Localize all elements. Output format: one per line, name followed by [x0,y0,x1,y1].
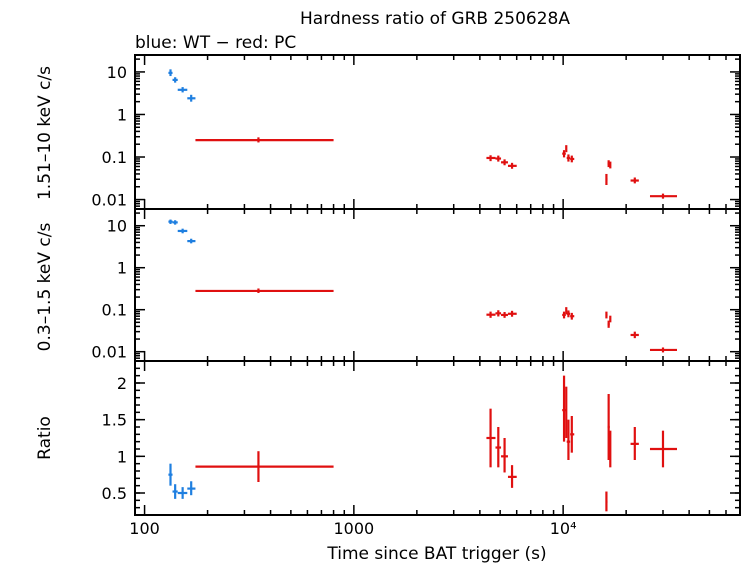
y-tick-label-ratio: 0.5 [102,484,127,503]
y-tick-label-hard: 1 [117,105,127,124]
wt-point-soft [172,220,178,225]
panel-frame-ratio [134,360,741,516]
pc-point-ratio [495,427,502,468]
y-tick-label-ratio: 2 [117,374,127,393]
pc-point-ratio [605,491,608,512]
pc-point-soft [649,347,678,353]
chart-title: Hardness ratio of GRB 250628A [300,9,570,29]
pc-point-hard [195,137,334,143]
pc-point-hard [630,177,639,184]
wt-point-soft [177,228,188,234]
y-tick-label-soft: 0.01 [91,343,127,362]
y-label-soft-group: 0.3–1.5 keV c/s [35,223,55,352]
pc-point-ratio [566,419,571,460]
pc-point-soft [507,310,517,317]
pc-point-ratio [630,427,639,460]
pc-point-soft [562,311,566,319]
wt-point-soft [168,219,173,224]
x-tick-label: 100 [129,519,160,538]
x-tick-label: 10⁴ [550,519,577,538]
y-label-hard-group: 1.51–10 keV c/s [35,66,55,200]
chart-subtitle: blue: WT − red: PC [135,33,296,53]
pc-point-hard [566,154,571,162]
panel-frame-soft [134,208,741,362]
pc-point-soft [486,311,496,318]
wt-point-hard [172,77,178,83]
x-axis-label: Time since BAT trigger (s) [326,544,546,564]
panel-hard-band: 10 1 0.1 0.01 [91,54,741,210]
pc-point-hard [605,173,608,185]
y-tick-label-ratio: 1.5 [102,411,127,430]
pc-point-soft [570,312,575,320]
wt-point-hard [168,69,173,77]
y-tick-label-hard: 10 [107,63,127,82]
pc-point-soft [565,307,568,315]
wt-point-ratio [172,484,178,499]
x-tick-label: 1000 [333,519,374,538]
y-tick-label-hard: 0.01 [91,191,127,210]
pc-point-ratio [570,416,575,453]
wt-point-hard [177,87,188,93]
wt-point-ratio [187,481,196,496]
y-tick-label-hard: 0.1 [102,148,127,167]
y-tick-label-soft: 1 [117,259,127,278]
pc-point-ratio [195,451,334,482]
pc-point-ratio [501,438,508,473]
pc-point-soft [566,310,571,318]
wt-point-ratio [168,463,173,486]
pc-point-ratio [486,408,496,468]
pc-point-hard [562,150,566,158]
panel-frame-hard [134,54,741,210]
y-axis-label-soft: 0.3–1.5 keV c/s [35,223,55,352]
y-tick-label-soft: 0.1 [102,301,127,320]
pc-point-soft [501,312,508,318]
y-axis-label-ratio: Ratio [35,416,55,460]
y-axis-label-hard: 1.51–10 keV c/s [35,66,55,200]
pc-point-soft [630,331,639,339]
wt-point-ratio [177,487,188,499]
pc-point-hard [565,145,568,153]
panel-soft-band: 10 1 0.1 0.01 [91,208,741,362]
pc-point-hard [570,155,575,163]
pc-point-ratio [609,430,612,468]
wt-point-soft [187,238,196,244]
wt-point-hard [187,94,196,102]
pc-point-ratio [507,465,517,488]
pc-point-soft [609,315,612,323]
pc-point-ratio [649,430,678,468]
pc-point-hard [486,155,496,162]
y-tick-label-soft: 10 [107,217,127,236]
pc-point-hard [649,193,678,199]
pc-point-hard [501,159,508,166]
pc-point-ratio [607,394,610,460]
pc-point-hard [507,162,517,169]
pc-point-soft [607,320,610,328]
pc-point-soft [605,311,608,319]
pc-point-soft [495,310,502,317]
y-tick-label-ratio: 1 [117,447,127,466]
pc-point-soft [195,288,334,293]
y-label-ratio-group: Ratio [35,416,55,460]
pc-point-hard [495,155,502,162]
pc-point-ratio [565,386,568,438]
pc-point-hard [609,161,612,169]
